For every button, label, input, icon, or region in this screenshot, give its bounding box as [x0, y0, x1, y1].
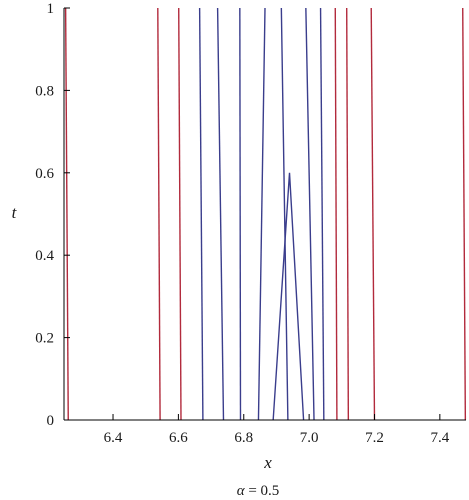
curve-5 [216, 7, 225, 421]
curve-13 [346, 7, 350, 421]
curve-4 [198, 7, 204, 421]
curve-14 [370, 7, 376, 421]
curve-2 [157, 7, 161, 421]
y-tick-label: 0.6 [35, 166, 54, 182]
curve-6 [239, 7, 242, 421]
y-tick-label: 0.8 [35, 83, 54, 99]
y-tick-label: 0 [47, 413, 55, 429]
caption-value: = 0.5 [245, 483, 280, 499]
x-tick-label: 6.8 [234, 430, 253, 446]
x-tick-label: 7.2 [365, 430, 384, 446]
curve-10 [305, 7, 315, 421]
curve-group [64, 7, 467, 421]
x-tick-label: 7.0 [300, 430, 319, 446]
y-tick-group: 0 0.2 0.4 0.6 0.8 1 [35, 1, 70, 429]
caption-symbol: α [237, 483, 246, 499]
x-tick-label: 6.6 [169, 430, 188, 446]
x-tick-group: 6.4 6.6 6.8 7.0 7.2 7.4 [104, 414, 450, 446]
y-axis-title: t [12, 203, 18, 222]
curve-15 [462, 7, 467, 421]
x-tick-label: 6.4 [104, 430, 123, 446]
curve-1 [64, 7, 69, 421]
curve-3 [178, 7, 182, 421]
y-tick-label: 0.2 [35, 331, 54, 347]
curve-9 [280, 7, 289, 421]
curve-11 [319, 7, 325, 421]
x-axis-title: x [263, 453, 272, 472]
axes [63, 8, 466, 421]
x-tick-label: 7.4 [430, 430, 449, 446]
chart-caption: α = 0.5 [237, 483, 280, 499]
y-tick-label: 0.4 [35, 248, 54, 264]
curve-8 [272, 172, 305, 421]
y-tick-label: 1 [47, 1, 55, 17]
curve-7 [257, 7, 266, 421]
curve-12 [334, 7, 338, 421]
